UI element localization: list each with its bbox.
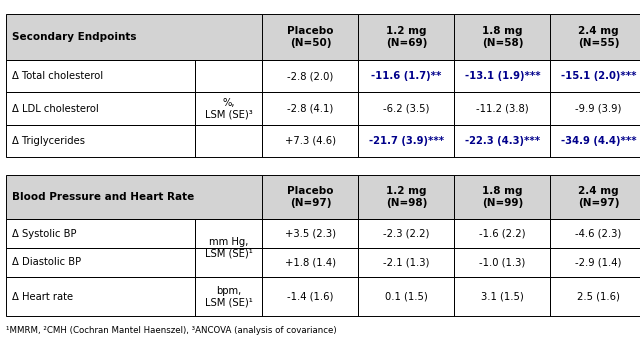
Bar	[6, 277, 195, 316]
Bar	[262, 92, 358, 125]
Bar	[550, 175, 640, 219]
Text: -2.9 (1.4): -2.9 (1.4)	[575, 257, 621, 267]
Text: -4.6 (2.3): -4.6 (2.3)	[575, 229, 621, 239]
Text: %,
LSM (SE)³: %, LSM (SE)³	[205, 98, 253, 119]
Bar	[195, 248, 262, 277]
Bar	[195, 125, 262, 157]
Bar	[358, 248, 454, 277]
Text: mm Hg,
LSM (SE)¹: mm Hg, LSM (SE)¹	[205, 237, 253, 259]
Text: -1.4 (1.6): -1.4 (1.6)	[287, 292, 333, 302]
Bar	[358, 219, 454, 248]
Text: Placebo
(N=50): Placebo (N=50)	[287, 26, 333, 48]
Bar	[195, 60, 262, 92]
Text: Δ Diastolic BP: Δ Diastolic BP	[12, 257, 81, 267]
Bar	[195, 277, 262, 316]
Bar	[358, 14, 454, 60]
Bar	[550, 277, 640, 316]
Bar	[195, 219, 262, 248]
Bar	[454, 60, 550, 92]
Bar	[262, 219, 358, 248]
Text: -1.6 (2.2): -1.6 (2.2)	[479, 229, 525, 239]
Text: -2.8 (4.1): -2.8 (4.1)	[287, 104, 333, 114]
Bar	[358, 175, 454, 219]
Text: -9.9 (3.9): -9.9 (3.9)	[575, 104, 621, 114]
Text: Blood Pressure and Heart Rate: Blood Pressure and Heart Rate	[12, 192, 194, 202]
Text: -6.2 (3.5): -6.2 (3.5)	[383, 104, 429, 114]
Bar	[454, 125, 550, 157]
Bar	[550, 125, 640, 157]
Text: 1.2 mg
(N=69): 1.2 mg (N=69)	[386, 26, 427, 48]
Text: -2.1 (1.3): -2.1 (1.3)	[383, 257, 429, 267]
Bar	[550, 248, 640, 277]
Text: +1.8 (1.4): +1.8 (1.4)	[285, 257, 336, 267]
Bar	[454, 92, 550, 125]
Text: 2.4 mg
(N=97): 2.4 mg (N=97)	[578, 186, 619, 208]
Text: 1.8 mg
(N=58): 1.8 mg (N=58)	[482, 26, 523, 48]
Bar	[262, 175, 358, 219]
Bar	[454, 175, 550, 219]
Text: Secondary Endpoints: Secondary Endpoints	[12, 32, 136, 42]
Text: -2.8 (2.0): -2.8 (2.0)	[287, 71, 333, 81]
Text: -34.9 (4.4)***: -34.9 (4.4)***	[561, 136, 636, 146]
Text: bpm,
LSM (SE)¹: bpm, LSM (SE)¹	[205, 286, 253, 307]
Text: ¹MMRM, ²CMH (Cochran Mantel Haenszel), ³ANCOVA (analysis of covariance): ¹MMRM, ²CMH (Cochran Mantel Haenszel), ³…	[6, 326, 337, 335]
Bar	[6, 175, 262, 219]
Bar	[454, 219, 550, 248]
Text: -21.7 (3.9)***: -21.7 (3.9)***	[369, 136, 444, 146]
Bar	[550, 219, 640, 248]
Text: -11.6 (1.7)**: -11.6 (1.7)**	[371, 71, 442, 81]
Text: -15.1 (2.0)***: -15.1 (2.0)***	[561, 71, 636, 81]
Bar	[454, 277, 550, 316]
Bar	[262, 14, 358, 60]
Bar	[550, 14, 640, 60]
Text: Placebo
(N=97): Placebo (N=97)	[287, 186, 333, 208]
Bar	[6, 219, 195, 248]
Text: Δ Systolic BP: Δ Systolic BP	[12, 229, 76, 239]
Bar	[550, 60, 640, 92]
Text: -13.1 (1.9)***: -13.1 (1.9)***	[465, 71, 540, 81]
Text: -11.2 (3.8): -11.2 (3.8)	[476, 104, 529, 114]
Text: 1.8 mg
(N=99): 1.8 mg (N=99)	[482, 186, 523, 208]
Bar	[358, 92, 454, 125]
Text: 3.1 (1.5): 3.1 (1.5)	[481, 292, 524, 302]
Bar	[6, 92, 195, 125]
Text: -22.3 (4.3)***: -22.3 (4.3)***	[465, 136, 540, 146]
Text: Δ Total cholesterol: Δ Total cholesterol	[12, 71, 102, 81]
Bar	[6, 248, 195, 277]
Text: -1.0 (1.3): -1.0 (1.3)	[479, 257, 525, 267]
Text: -2.3 (2.2): -2.3 (2.2)	[383, 229, 429, 239]
Bar	[262, 248, 358, 277]
Bar	[454, 14, 550, 60]
Bar	[262, 277, 358, 316]
Text: 2.4 mg
(N=55): 2.4 mg (N=55)	[578, 26, 619, 48]
Bar	[358, 277, 454, 316]
Text: Δ Triglycerides: Δ Triglycerides	[12, 136, 84, 146]
Bar	[6, 125, 195, 157]
Bar	[262, 60, 358, 92]
Bar	[358, 60, 454, 92]
Bar	[262, 125, 358, 157]
Bar	[6, 60, 195, 92]
Text: 2.5 (1.6): 2.5 (1.6)	[577, 292, 620, 302]
Bar	[454, 248, 550, 277]
Text: Δ LDL cholesterol: Δ LDL cholesterol	[12, 104, 99, 114]
Text: Δ Heart rate: Δ Heart rate	[12, 292, 73, 302]
Bar	[6, 14, 262, 60]
Bar	[550, 92, 640, 125]
Bar	[195, 92, 262, 125]
Text: 0.1 (1.5): 0.1 (1.5)	[385, 292, 428, 302]
Text: +7.3 (4.6): +7.3 (4.6)	[285, 136, 336, 146]
Bar	[358, 125, 454, 157]
Text: +3.5 (2.3): +3.5 (2.3)	[285, 229, 336, 239]
Text: 1.2 mg
(N=98): 1.2 mg (N=98)	[386, 186, 427, 208]
